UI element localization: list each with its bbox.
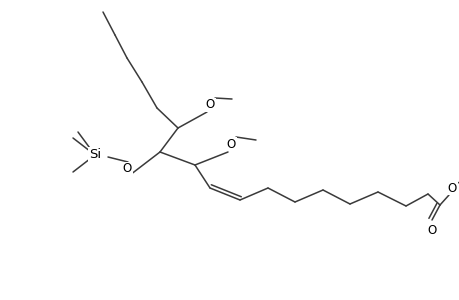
Text: O: O [226, 137, 235, 151]
Text: O: O [122, 163, 131, 176]
Text: O: O [447, 182, 456, 194]
Text: Si: Si [89, 148, 101, 161]
Text: O: O [205, 98, 214, 112]
Text: O: O [426, 224, 436, 238]
